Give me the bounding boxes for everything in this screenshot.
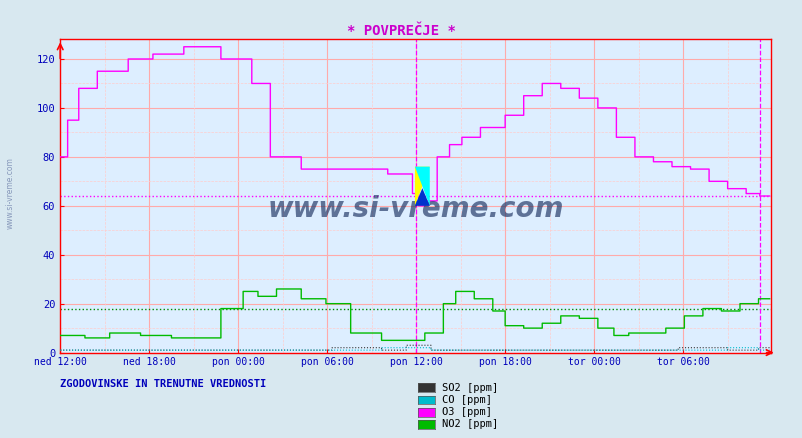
Text: NO2 [ppm]: NO2 [ppm] <box>441 420 497 429</box>
Polygon shape <box>415 166 429 206</box>
Text: * POVPREČJE *: * POVPREČJE * <box>346 24 456 38</box>
Polygon shape <box>415 188 429 206</box>
Polygon shape <box>415 166 429 206</box>
Text: CO [ppm]: CO [ppm] <box>441 395 491 405</box>
Text: O3 [ppm]: O3 [ppm] <box>441 407 491 417</box>
Text: www.si-vreme.com: www.si-vreme.com <box>6 157 15 229</box>
Text: www.si-vreme.com: www.si-vreme.com <box>267 194 563 223</box>
Text: ZGODOVINSKE IN TRENUTNE VREDNOSTI: ZGODOVINSKE IN TRENUTNE VREDNOSTI <box>60 379 266 389</box>
Text: SO2 [ppm]: SO2 [ppm] <box>441 383 497 392</box>
